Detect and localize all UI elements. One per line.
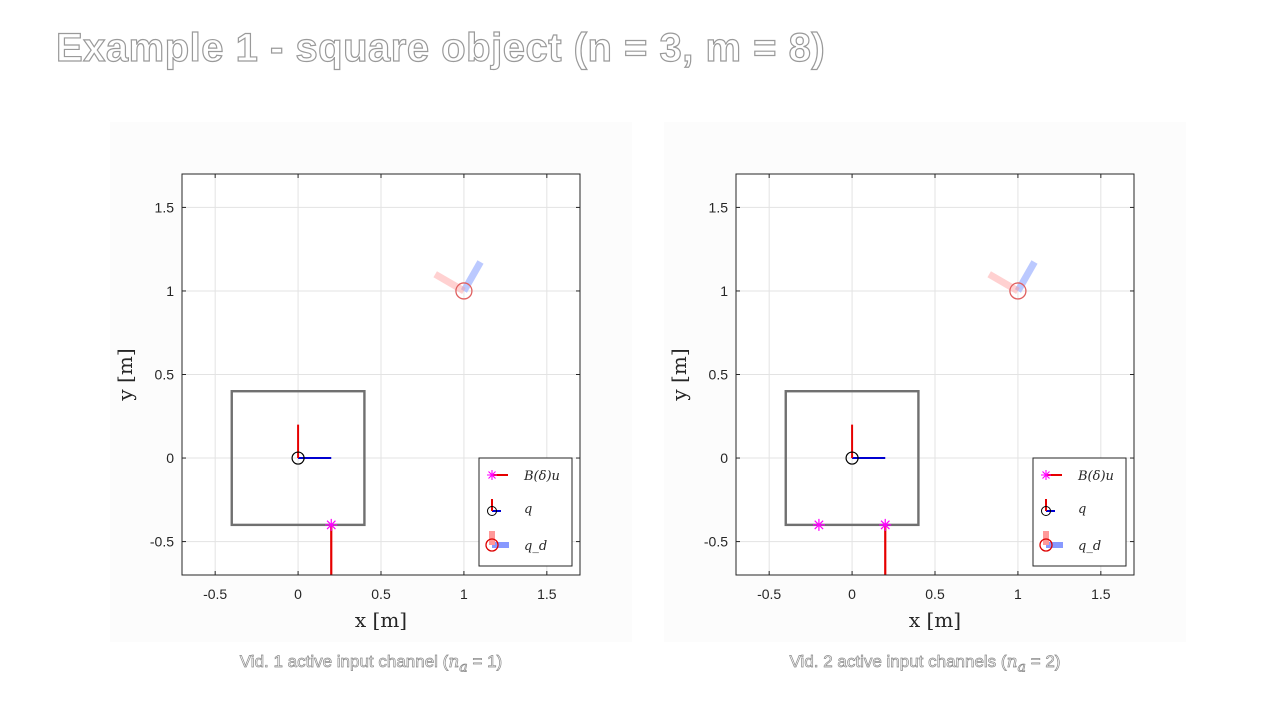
caption-right-sub: a [1017, 659, 1026, 676]
right-pose-circle [845, 451, 859, 465]
caption-right: Vid. 2 active input channels (na = 2) [664, 652, 1186, 676]
right-xtick-label-0: -0.5 [757, 586, 781, 602]
caption-right-var: n [1006, 652, 1018, 673]
left-ytick-label-2: 0.5 [155, 367, 175, 383]
right-legend-label-pose: q [1078, 502, 1086, 517]
left-target-circle [455, 282, 473, 300]
left-xlabel: x [m] [355, 608, 407, 632]
right-xtick-label-1: 0 [848, 586, 856, 602]
right-xlabel: x [m] [909, 608, 961, 632]
left-plot-content [230, 260, 484, 575]
right-legend-label-target: q_d [1078, 539, 1101, 554]
chart-right-svg: -0.5 0 0.5 1 1.5 -0.5 0 0.5 1 1.5 x [m] y [m] B(δ)u q… [667, 173, 1135, 632]
left-target-x-axis [460, 260, 484, 293]
left-xtick-label-2: 0.5 [371, 586, 391, 602]
left-ylabel: y [m] [113, 348, 137, 401]
left-ytick-label-3: 1 [166, 283, 174, 299]
caption-right-suffix: = 2) [1025, 652, 1061, 672]
chart-panel-left: -0.5 0 0.5 1 1.5 -0.5 0 0.5 1 1.5 x [m] y [m] B(δ)u q… [110, 122, 632, 642]
left-xtick-label-0: -0.5 [203, 586, 227, 602]
left-pose-circle [291, 451, 305, 465]
left-contact-point-0 [325, 518, 338, 531]
caption-left-var: n [448, 652, 460, 673]
caption-right-prefix: Vid. 2 active input channels ( [789, 652, 1007, 672]
right-ytick-label-2: 0.5 [709, 367, 729, 383]
left-xtick-label-1: 0 [294, 586, 302, 602]
right-xtick-label-2: 0.5 [925, 586, 945, 602]
right-target-x-axis [1014, 260, 1038, 293]
right-legend-target-icon [1039, 538, 1053, 552]
left-legend-label-force: B(δ)u [523, 469, 560, 484]
caption-left-suffix: = 1) [467, 652, 503, 672]
left-target-y-axis [433, 271, 466, 294]
right-ytick-label-4: 1.5 [709, 199, 729, 215]
right-contact-point-1 [879, 518, 892, 531]
left-legend-label-pose: q [524, 502, 532, 517]
right-legend-force-icon [1041, 470, 1051, 480]
left-legend-pose-icon [487, 506, 497, 516]
right-plot-content [784, 260, 1038, 575]
left-legend-force-icon [487, 470, 497, 480]
right-contact-point-0 [812, 518, 825, 531]
left-legend-label-target: q_d [524, 539, 547, 554]
caption-left: Vid. 1 active input channel (na = 1) [110, 652, 632, 676]
caption-left-prefix: Vid. 1 active input channel ( [239, 652, 449, 672]
right-target-y-axis [987, 271, 1020, 294]
right-ytick-label-0: -0.5 [704, 534, 728, 550]
caption-left-sub: a [459, 659, 468, 676]
right-ytick-label-3: 1 [720, 283, 728, 299]
left-ytick-label-4: 1.5 [155, 199, 175, 215]
right-xtick-label-3: 1 [1014, 586, 1022, 602]
right-legend-pose-icon [1041, 506, 1051, 516]
left-xtick-label-4: 1.5 [537, 586, 557, 602]
right-ylabel: y [m] [667, 348, 691, 401]
right-legend-label-force: B(δ)u [1077, 469, 1114, 484]
chart-panel-right: -0.5 0 0.5 1 1.5 -0.5 0 0.5 1 1.5 x [m] y [m] B(δ)u q… [664, 122, 1186, 642]
slide-title: Example 1 - square object (n = 3, m = 8) [55, 25, 826, 70]
right-axes-box [735, 173, 1135, 576]
chart-left-svg: -0.5 0 0.5 1 1.5 -0.5 0 0.5 1 1.5 x [m] y [m] B(δ)u q… [113, 173, 581, 632]
left-xtick-label-3: 1 [460, 586, 468, 602]
right-target-circle [1009, 282, 1027, 300]
left-ytick-label-1: 0 [166, 450, 174, 466]
right-ytick-label-1: 0 [720, 450, 728, 466]
left-ytick-label-0: -0.5 [150, 534, 174, 550]
left-object-square [230, 390, 366, 527]
left-axes-box [181, 173, 581, 576]
right-object-square [784, 390, 920, 527]
left-legend-target-icon [485, 538, 499, 552]
right-xtick-label-4: 1.5 [1091, 586, 1111, 602]
